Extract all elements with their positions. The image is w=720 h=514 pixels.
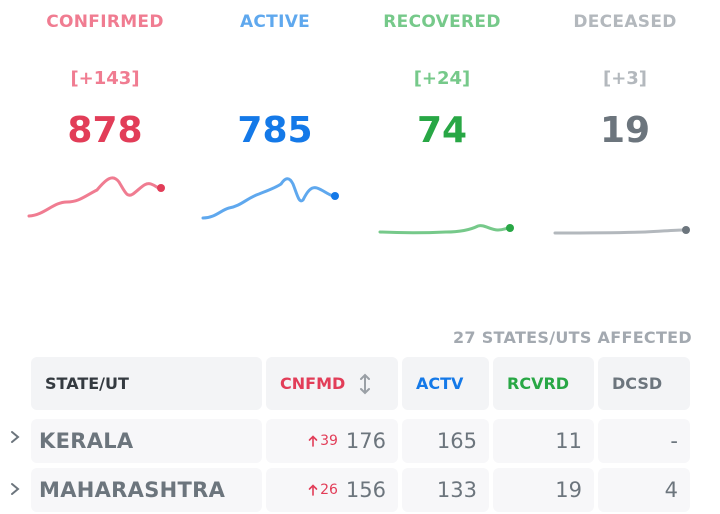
recovered-stat: RECOVERED [+24] 74 <box>352 0 532 250</box>
recovered-total: 74 <box>416 110 468 151</box>
confirmed-delta-value: 39 <box>320 433 338 449</box>
row-recovered: 11 <box>493 419 594 463</box>
chevron-right-icon[interactable] <box>10 430 20 448</box>
header-active-label: ACTV <box>416 374 464 393</box>
row-recovered: 19 <box>493 468 594 512</box>
confirmed-sparkline <box>27 176 165 218</box>
header-confirmed-label: CNFMD <box>280 374 346 393</box>
active-stat: ACTIVE 785 <box>185 0 365 250</box>
recovered-delta: [+24] <box>413 68 471 89</box>
deceased-stat: DECEASED [+3] 19 <box>535 0 715 250</box>
arrow-up-icon <box>308 484 318 496</box>
sort-arrows-icon[interactable] <box>359 373 371 395</box>
header-confirmed[interactable]: CNFMD <box>266 357 398 410</box>
header-active[interactable]: ACTV <box>402 357 489 410</box>
recovered-sparkline <box>378 224 514 235</box>
confirmed-value: 176 <box>345 429 386 453</box>
recovered-label: RECOVERED <box>383 12 501 32</box>
confirmed-delta: [+143] <box>70 68 140 89</box>
header-recovered[interactable]: RCVRD <box>493 357 594 410</box>
confirmed-delta-value: 26 <box>320 482 338 498</box>
header-recovered-label: RCVRD <box>507 374 570 393</box>
row-state-name: MAHARASHTRA <box>31 468 262 512</box>
deceased-sparkline <box>553 226 690 235</box>
deceased-delta: [+3] <box>602 68 648 89</box>
confirmed-stat: CONFIRMED [+143] 878 <box>15 0 195 250</box>
row-active: 133 <box>402 468 489 512</box>
row-active: 165 <box>402 419 489 463</box>
row-confirmed: 39 176 <box>266 419 398 463</box>
header-state[interactable]: STATE/UT <box>31 357 262 410</box>
header-state-label: STATE/UT <box>45 374 129 393</box>
arrow-up-icon <box>308 435 318 447</box>
confirmed-increase: 39 <box>308 433 338 449</box>
confirmed-total: 878 <box>67 110 143 151</box>
deceased-total: 19 <box>599 110 651 151</box>
header-deceased[interactable]: DCSD <box>598 357 690 410</box>
chevron-right-icon[interactable] <box>10 482 20 500</box>
confirmed-value: 156 <box>345 478 386 502</box>
row-state-name: KERALA <box>31 419 262 463</box>
row-confirmed: 26 156 <box>266 468 398 512</box>
active-sparkline <box>201 177 339 220</box>
deceased-label: DECEASED <box>573 12 677 32</box>
states-affected-count: 27 STATES/UTS AFFECTED <box>452 328 692 347</box>
active-label: ACTIVE <box>239 12 311 32</box>
confirmed-increase: 26 <box>308 482 338 498</box>
row-deceased: 4 <box>598 468 690 512</box>
active-total: 785 <box>237 110 313 151</box>
row-deceased: - <box>598 419 690 463</box>
confirmed-label: CONFIRMED <box>46 12 164 32</box>
header-deceased-label: DCSD <box>612 374 663 393</box>
